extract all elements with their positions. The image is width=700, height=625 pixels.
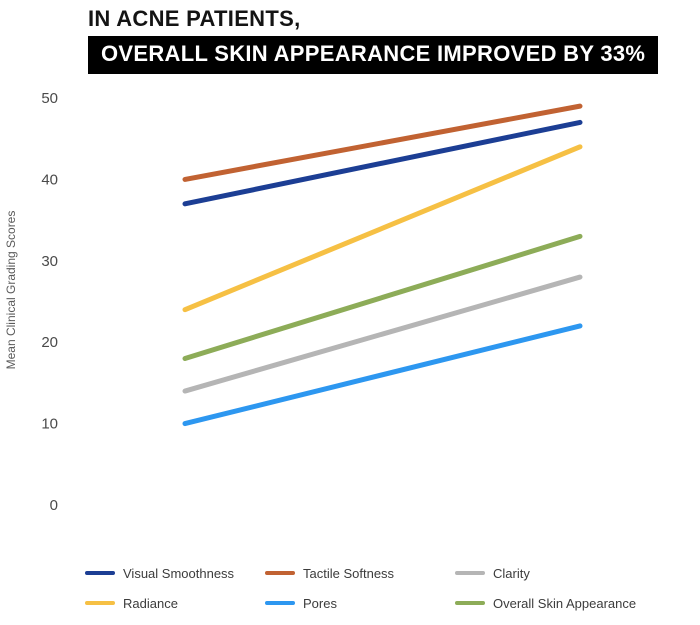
y-axis-tick-label: 20 — [41, 334, 58, 351]
chart-line-radiance — [182, 144, 583, 313]
y-axis-tick-label: 50 — [41, 90, 58, 107]
chart-line-pores — [182, 323, 583, 427]
legend-marker-icon — [85, 601, 115, 605]
chart-title-line1: IN ACNE PATIENTS, — [88, 6, 301, 31]
legend-marker-icon — [265, 571, 295, 575]
legend-item-visual-smoothness: Visual Smoothness — [85, 566, 265, 581]
chart-line-overall-skin-appearance — [182, 233, 583, 361]
legend-label: Tactile Softness — [303, 565, 395, 581]
legend-marker-icon — [85, 571, 115, 575]
legend-item-radiance: Radiance — [85, 596, 265, 611]
legend-label: Radiance — [123, 595, 178, 611]
legend-label: Clarity — [493, 565, 530, 581]
chart-line-tactile-softness — [182, 103, 583, 182]
legend-label: Pores — [303, 595, 337, 611]
legend-marker-icon — [265, 601, 295, 605]
y-axis-tick-label: 30 — [41, 253, 58, 270]
y-axis-title: Mean Clinical Grading Scores — [4, 211, 18, 370]
legend-marker-icon — [455, 571, 485, 575]
legend-label: Overall Skin Appearance — [493, 595, 637, 611]
legend-item-clarity: Clarity — [455, 566, 700, 581]
legend-item-pores: Pores — [265, 596, 455, 611]
legend-item-tactile-softness: Tactile Softness — [265, 566, 455, 581]
y-axis-tick-label: 0 — [50, 497, 58, 514]
chart-legend: Visual Smoothness Tactile Softness Clari… — [85, 558, 700, 618]
chart-title-highlight: OVERALL SKIN APPEARANCE IMPROVED BY 33% — [88, 36, 659, 74]
legend-item-overall-skin-appearance: Overall Skin Appearance — [455, 596, 700, 611]
line-chart: 0 10 20 30 40 50 Mean Clinical Grading Scores — [4, 90, 583, 514]
chart-line-clarity — [182, 274, 583, 394]
legend-marker-icon — [455, 601, 485, 605]
legend-label: Visual Smoothness — [123, 565, 235, 581]
y-axis-tick-label: 10 — [41, 416, 58, 433]
y-axis-tick-label: 40 — [41, 171, 58, 188]
chart-line-visual-smoothness — [182, 119, 583, 207]
